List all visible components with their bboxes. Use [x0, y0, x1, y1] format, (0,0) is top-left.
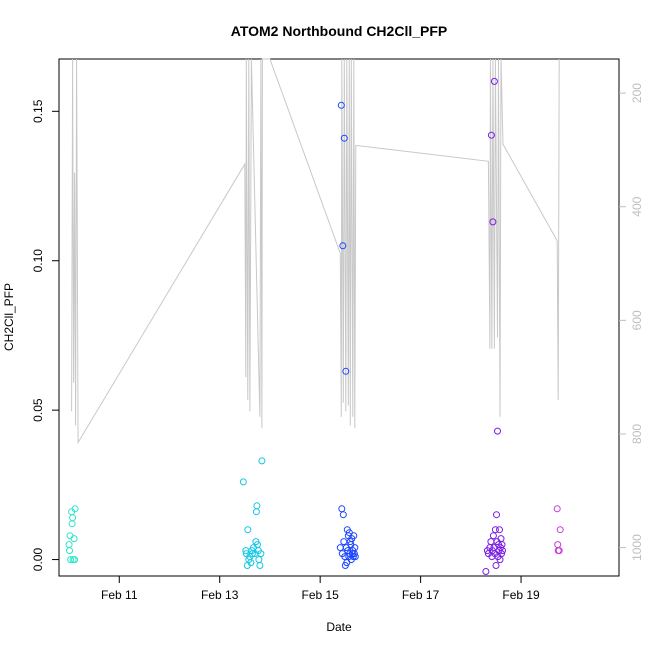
- data-point-group-2: [239, 478, 247, 486]
- data-point-group-1: [66, 547, 73, 555]
- data-point-group-2: [253, 502, 261, 510]
- plot-frame: [58, 58, 620, 577]
- data-point-group-1: [66, 532, 74, 540]
- y-tick-label: 0.15: [31, 99, 45, 123]
- data-point-group-1: [70, 535, 78, 543]
- data-point-group-4: [490, 77, 498, 85]
- data-point-group-3: [339, 242, 347, 250]
- data-point-group-3: [340, 538, 348, 546]
- y-tick-label: 0.10: [31, 249, 45, 273]
- data-point-group-2: [256, 562, 264, 569]
- data-point-group-2: [258, 457, 266, 465]
- data-point-group-5: [555, 547, 563, 555]
- scatter-points: [65, 77, 564, 575]
- data-point-group-5: [554, 541, 562, 549]
- data-point-group-3: [349, 553, 357, 561]
- data-point-group-4: [497, 535, 505, 543]
- data-point-group-3: [351, 544, 359, 552]
- right-axis-line: [71, 58, 560, 445]
- data-point-group-1: [67, 556, 75, 564]
- data-point-group-2: [252, 508, 260, 516]
- data-point-group-3: [350, 532, 358, 540]
- data-point-group-4: [498, 550, 505, 558]
- data-point-group-2: [244, 526, 252, 534]
- right-tick-label: 1000: [630, 534, 644, 561]
- right-tick-label: 600: [630, 310, 644, 330]
- data-point-group-5: [556, 526, 564, 534]
- chart-title: ATOM2 Northbound CH2Cll_PFP: [231, 23, 447, 39]
- data-point-group-4: [487, 538, 495, 546]
- data-point-group-4: [499, 547, 506, 555]
- data-point-group-1: [69, 514, 77, 522]
- right-tick-label: 800: [630, 424, 644, 444]
- data-point-group-4: [487, 131, 495, 139]
- data-point-group-4: [493, 511, 500, 519]
- right-tick-label: 400: [630, 196, 644, 216]
- data-point-group-4: [494, 427, 501, 435]
- data-point-group-4: [489, 532, 497, 540]
- x-tick-label: Feb 17: [402, 588, 440, 602]
- right-axis: 200 400 600 800 1000: [619, 83, 644, 561]
- x-tick-label: Feb 19: [502, 588, 540, 602]
- data-point-group-4: [489, 218, 497, 226]
- data-point-group-2: [255, 556, 263, 564]
- data-point-group-3: [338, 505, 346, 513]
- y-axis-label: CH2Cll_PFP: [2, 283, 16, 351]
- data-point-group-1: [71, 505, 79, 513]
- right-tick-label: 200: [630, 83, 644, 103]
- data-point-group-1: [65, 541, 73, 549]
- data-point-group-3: [342, 367, 350, 375]
- data-point-group-4: [496, 526, 503, 534]
- data-point-group-2: [257, 550, 265, 558]
- data-point-group-3: [341, 553, 349, 561]
- data-point-group-5: [553, 505, 561, 513]
- x-tick-label: Feb 11: [101, 588, 138, 602]
- y-tick-label: 0.05: [31, 398, 45, 422]
- x-tick-label: Feb 13: [201, 588, 239, 602]
- x-axis: Feb 11 Feb 13 Feb 15 Feb 17 Feb 19: [101, 576, 540, 602]
- data-point-group-3: [339, 511, 347, 519]
- data-point-group-4: [492, 562, 500, 569]
- data-point-group-4: [491, 526, 499, 534]
- data-point-group-2: [247, 559, 255, 567]
- data-point-group-3: [336, 544, 344, 552]
- right-axis-line-series: [71, 58, 560, 445]
- x-tick-label: Feb 15: [301, 588, 339, 602]
- data-point-group-4: [482, 568, 490, 575]
- data-point-group-3: [351, 553, 359, 561]
- data-point-group-1: [71, 556, 79, 564]
- data-point-group-3: [337, 101, 345, 109]
- y-tick-label: 0.00: [31, 548, 45, 572]
- data-point-group-3: [340, 134, 348, 142]
- data-point-group-1: [68, 520, 76, 528]
- y-axis: 0.00 0.05 0.10 0.15: [31, 99, 59, 571]
- x-axis-label: Date: [326, 620, 352, 634]
